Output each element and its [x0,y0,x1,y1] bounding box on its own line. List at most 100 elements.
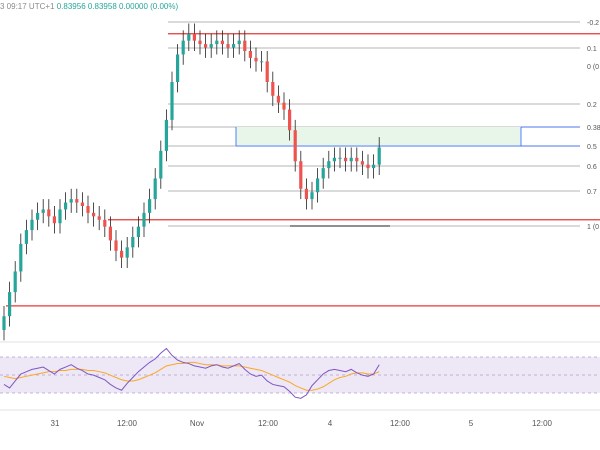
x-tick-label: Nov [190,419,204,428]
candle [304,178,308,210]
candle [310,181,314,210]
candle [265,51,269,93]
candle-body [377,147,381,165]
candle [153,168,157,210]
candle [24,219,28,255]
x-tick-label: 31 [51,419,60,428]
candle [344,147,348,172]
candle [52,206,56,234]
header-datetime: 3 09:17 UTC+1 [0,2,55,11]
candle [159,140,163,189]
candle-body [114,240,118,251]
fib-level-label: -0.2 [587,20,599,27]
candle [176,44,180,93]
candle [136,216,140,248]
candle-body [198,40,202,45]
candle-body [310,192,314,200]
fib-level-label: 1 (0 [587,224,599,231]
candle [209,33,213,58]
candle [226,33,230,58]
candle [187,23,191,51]
candle-body [192,33,196,41]
candle [64,192,68,220]
candle-body [41,209,45,213]
candle-body [47,209,51,217]
candle [86,195,90,224]
candle-body [248,51,252,58]
candle [360,150,364,175]
candle-body [232,44,236,48]
candle [69,188,73,213]
candle-body [120,250,124,258]
candle [80,192,84,217]
candle-body [92,212,96,217]
candle-body [299,161,303,189]
candle [125,237,129,268]
candle [198,30,202,55]
candle [192,23,196,51]
candle [299,150,303,200]
candle [170,71,174,131]
candle [58,199,62,234]
candle-body [360,161,364,165]
candle-body [8,292,12,317]
fib-zone [236,127,521,146]
candle-body [153,178,157,200]
x-tick-label: 5 [469,419,474,428]
candle [288,99,292,141]
candle-body [316,178,320,193]
candle [243,30,247,62]
candle [372,154,376,179]
candle-body [338,157,342,159]
candle-body [327,161,331,169]
fib-level-label: 0.2 [587,102,597,109]
candle-body [170,82,174,120]
candle-body [304,188,308,200]
candle-body [64,202,68,210]
candle [366,154,370,179]
candle-body [103,219,107,227]
candle [103,209,107,237]
candle-body [30,219,34,231]
x-tick-label: 12:00 [390,419,411,428]
candle-body [136,226,140,237]
candle-body [215,40,219,45]
candle-body [108,226,112,241]
candle [355,147,359,172]
candle-body [220,40,224,45]
candle-body [332,157,336,162]
candle-body [237,40,241,45]
candle-body [142,212,146,227]
candle-body [226,44,230,48]
candle-body [164,119,168,151]
candle-body [344,157,348,162]
candle [19,233,23,282]
candle-body [204,44,208,48]
candle-body [181,40,185,55]
candle-body [366,164,370,169]
candle [215,30,219,55]
candle-body [349,157,353,162]
candle-body [2,316,6,330]
fib-level-label: 0.5 [587,144,597,151]
header-ohlc: 0.83956 0.83958 0.00000 (0.00%) [56,2,179,11]
candle-body [288,109,292,131]
candle-body [148,199,152,213]
candle [271,71,275,107]
x-tick-label: 12:00 [258,419,279,428]
candle [2,305,6,341]
rsi-line [3,347,380,399]
candle-body [52,216,56,224]
fib-level-label: 0.6 [587,164,597,171]
candle [232,33,236,58]
candle-body [176,54,180,82]
candle [349,147,353,172]
candle-body [58,209,62,224]
x-tick-label: 12:00 [532,419,553,428]
candle [276,85,280,113]
x-tick-label: 12:00 [117,419,138,428]
candle [254,47,258,72]
candle-body [187,33,191,41]
candle-body [75,199,79,203]
